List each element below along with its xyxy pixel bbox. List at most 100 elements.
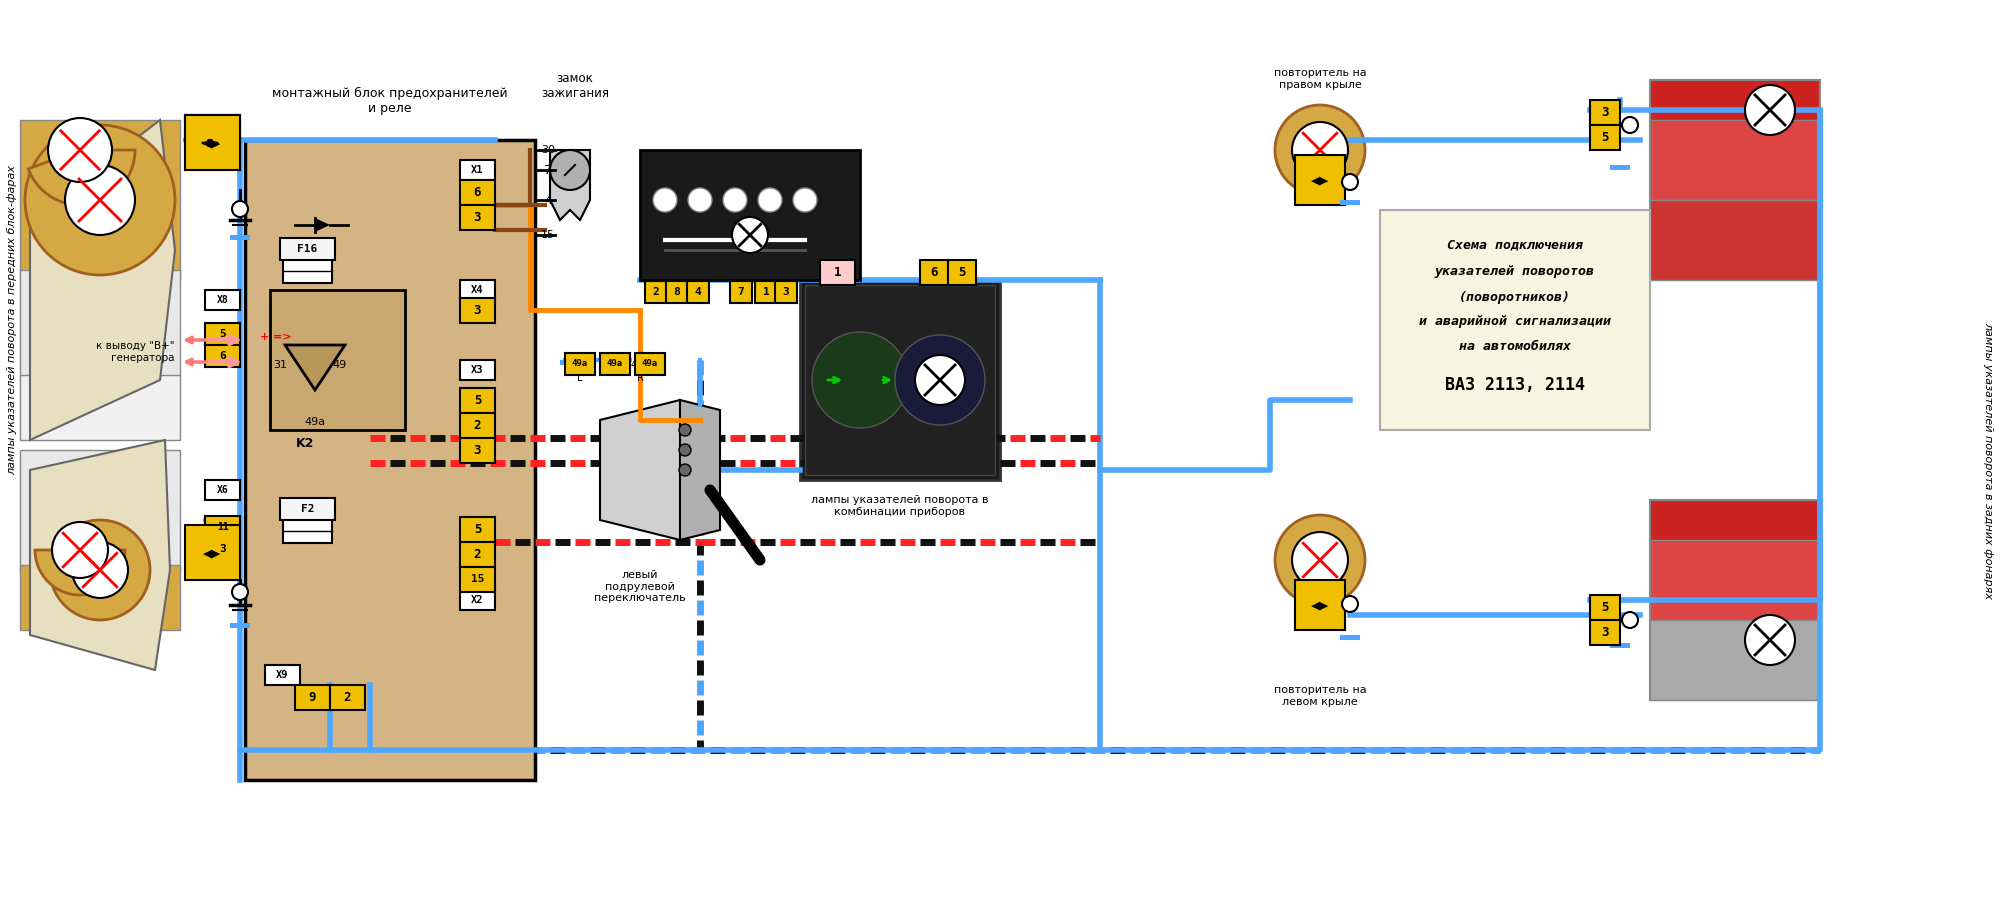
Text: 6: 6 (474, 186, 482, 199)
Text: 5: 5 (220, 329, 226, 339)
Text: 49: 49 (332, 360, 348, 370)
Bar (1340, 635, 1360, 640)
Bar (20, 270, 180, 380)
Bar (730, 281, 752, 303)
Bar (644, 281, 668, 303)
Text: 3: 3 (474, 444, 482, 457)
Bar (244, 140, 536, 780)
Text: 6: 6 (220, 351, 226, 361)
Bar (1610, 643, 1630, 648)
Bar (636, 353, 664, 375)
Circle shape (64, 165, 136, 235)
Text: 5: 5 (474, 394, 482, 407)
Text: 6: 6 (930, 266, 938, 279)
Text: 11: 11 (216, 522, 228, 532)
Bar (280, 498, 336, 520)
Bar (460, 438, 496, 463)
Text: ◀▶: ◀▶ (204, 545, 222, 560)
Bar (1650, 620, 1820, 700)
Text: 49a: 49a (642, 359, 658, 368)
Text: 2: 2 (344, 691, 352, 704)
Text: 3: 3 (474, 304, 482, 317)
Bar (184, 115, 240, 145)
Text: левый
подрулевой
переключатель: левый подрулевой переключатель (594, 570, 686, 603)
Text: 3: 3 (1602, 626, 1608, 639)
Bar (460, 413, 496, 438)
Bar (1650, 120, 1820, 200)
Bar (460, 360, 496, 380)
Bar (800, 280, 1000, 480)
Bar (206, 323, 240, 345)
Text: X2: X2 (472, 595, 484, 605)
Text: X8: X8 (216, 295, 228, 305)
Text: 49a: 49a (600, 360, 620, 370)
Text: 1: 1 (762, 287, 770, 297)
Text: 3: 3 (220, 544, 226, 554)
Bar (640, 150, 860, 280)
Bar (804, 285, 996, 475)
Text: 7: 7 (544, 164, 552, 176)
Bar (460, 180, 496, 205)
Bar (1650, 200, 1820, 280)
Bar (756, 281, 776, 303)
Text: X9: X9 (276, 670, 288, 680)
Text: монтажный блок предохранителей
и реле: монтажный блок предохранителей и реле (272, 87, 508, 115)
Text: 15: 15 (470, 574, 484, 584)
Text: 31: 31 (272, 360, 288, 370)
Text: X1: X1 (472, 165, 484, 175)
Circle shape (758, 188, 782, 212)
Wedge shape (1276, 105, 1364, 195)
Bar (948, 260, 976, 285)
Text: 4: 4 (694, 287, 702, 297)
Bar (206, 290, 240, 310)
Circle shape (1292, 532, 1348, 588)
Bar (1650, 540, 1820, 620)
Text: 30: 30 (540, 145, 556, 155)
Text: 49a: 49a (572, 359, 588, 368)
Text: 2: 2 (652, 287, 660, 297)
Text: 2: 2 (474, 419, 482, 432)
Bar (460, 298, 496, 323)
Circle shape (550, 150, 590, 190)
Bar (284, 258, 332, 283)
Bar (284, 518, 332, 543)
Bar (1590, 595, 1620, 620)
Text: 5: 5 (958, 266, 966, 279)
Circle shape (732, 217, 768, 253)
Text: 15: 15 (540, 230, 556, 240)
Text: 3: 3 (1602, 106, 1608, 119)
Text: 5: 5 (1602, 131, 1608, 144)
Circle shape (792, 188, 818, 212)
Bar (264, 665, 300, 685)
Bar (820, 260, 856, 285)
Circle shape (1342, 596, 1358, 612)
Bar (460, 280, 496, 300)
Text: (поворотников): (поворотников) (1460, 291, 1572, 303)
Polygon shape (680, 400, 720, 540)
Wedge shape (36, 550, 124, 595)
Bar (920, 260, 948, 285)
Circle shape (232, 584, 248, 600)
Text: лампы указателей поворота в задних фонарях: лампы указателей поворота в задних фонар… (1984, 321, 1992, 598)
Bar (1610, 165, 1630, 170)
Bar (1590, 125, 1620, 150)
Text: и аварийной сигнализации: и аварийной сигнализации (1420, 316, 1612, 328)
Bar (280, 238, 336, 260)
Bar (1650, 80, 1820, 280)
Text: Схема подключения: Схема подключения (1448, 238, 1584, 251)
Bar (688, 281, 708, 303)
Bar (600, 353, 630, 375)
Circle shape (652, 188, 676, 212)
Wedge shape (1276, 515, 1364, 605)
Text: повторитель на
правом крыле: повторитель на правом крыле (1274, 68, 1366, 90)
Wedge shape (50, 520, 150, 620)
Bar (1380, 210, 1650, 430)
Circle shape (1622, 612, 1638, 628)
Bar (460, 590, 496, 610)
Text: 7: 7 (738, 287, 744, 297)
Wedge shape (24, 125, 176, 275)
Bar (460, 160, 496, 180)
Polygon shape (550, 150, 590, 220)
Text: 4: 4 (544, 194, 552, 206)
Bar (20, 450, 180, 570)
